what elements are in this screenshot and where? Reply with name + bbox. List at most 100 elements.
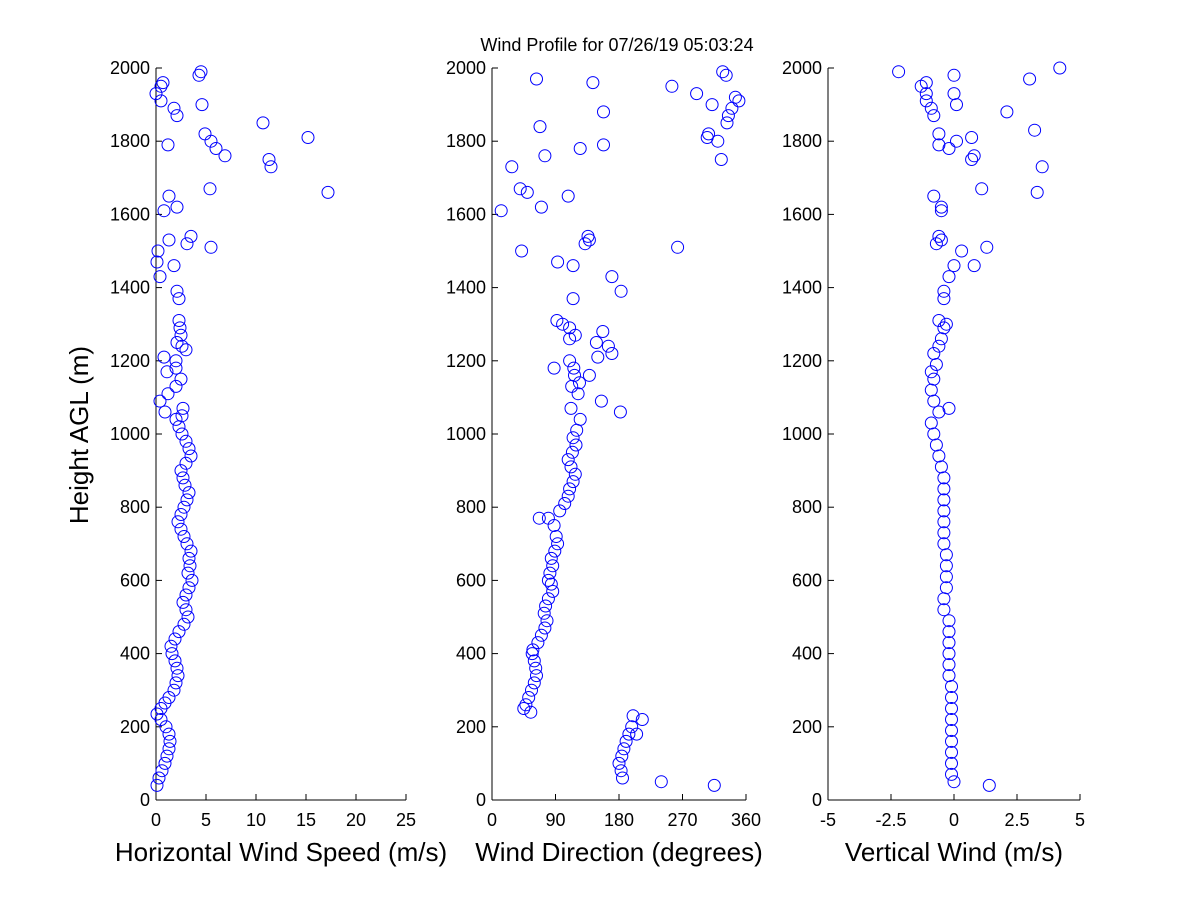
data-point bbox=[665, 79, 679, 93]
data-point bbox=[184, 229, 198, 243]
x-axis-label: Vertical Wind (m/s) bbox=[845, 837, 1063, 867]
data-point bbox=[527, 654, 541, 668]
data-point bbox=[1035, 160, 1049, 174]
data-point bbox=[525, 683, 538, 697]
data-point bbox=[937, 284, 951, 298]
y-tick-label: 1200 bbox=[110, 351, 150, 371]
data-point bbox=[937, 482, 951, 496]
data-point bbox=[170, 200, 184, 214]
data-point bbox=[573, 142, 587, 155]
x-tick-label: 0 bbox=[487, 810, 497, 830]
data-point bbox=[494, 204, 508, 218]
data-point bbox=[153, 270, 167, 284]
data-point bbox=[565, 445, 579, 459]
y-tick-label: 600 bbox=[456, 570, 486, 590]
data-point bbox=[529, 661, 543, 675]
y-tick-label: 0 bbox=[140, 790, 150, 810]
data-point bbox=[158, 756, 172, 770]
y-tick-label: 600 bbox=[792, 570, 822, 590]
data-point bbox=[174, 508, 188, 521]
data-point bbox=[566, 431, 580, 445]
data-point bbox=[568, 467, 582, 481]
data-point bbox=[932, 339, 946, 353]
data-point bbox=[537, 606, 551, 620]
data-point bbox=[929, 237, 943, 251]
data-point bbox=[168, 632, 182, 646]
data-point bbox=[927, 372, 941, 386]
data-point bbox=[982, 778, 996, 792]
data-point bbox=[630, 727, 644, 741]
data-point bbox=[728, 90, 742, 104]
data-point bbox=[534, 628, 548, 642]
data-point bbox=[586, 76, 600, 90]
data-point bbox=[927, 189, 941, 203]
x-tick-label: 360 bbox=[731, 810, 761, 830]
data-point bbox=[945, 724, 958, 737]
data-point bbox=[522, 691, 536, 704]
data-point bbox=[519, 698, 533, 712]
data-point bbox=[149, 87, 163, 101]
data-point bbox=[541, 573, 555, 587]
x-tick-label: 0 bbox=[151, 810, 161, 830]
data-point bbox=[547, 361, 561, 375]
data-point bbox=[605, 347, 619, 360]
data-point bbox=[582, 368, 596, 382]
data-point bbox=[1053, 61, 1067, 75]
data-point bbox=[171, 669, 185, 683]
y-tick-label: 0 bbox=[812, 790, 822, 810]
data-point bbox=[321, 185, 335, 199]
data-point bbox=[169, 379, 183, 393]
data-point bbox=[622, 727, 636, 741]
data-point bbox=[180, 537, 194, 551]
data-point bbox=[596, 325, 610, 338]
x-tick-label: 180 bbox=[604, 810, 634, 830]
data-point bbox=[947, 68, 961, 82]
data-point bbox=[182, 581, 196, 595]
data-point bbox=[182, 486, 196, 500]
x-tick-label: 10 bbox=[246, 810, 266, 830]
data-point bbox=[714, 153, 728, 166]
data-point bbox=[526, 643, 540, 657]
data-point bbox=[192, 68, 206, 82]
data-point bbox=[160, 365, 174, 379]
data-point bbox=[942, 401, 956, 415]
y-tick-label: 1600 bbox=[446, 204, 486, 224]
data-point bbox=[176, 471, 190, 485]
data-point bbox=[927, 109, 941, 123]
data-point bbox=[975, 182, 989, 196]
data-point bbox=[614, 284, 628, 298]
y-tick-label: 1000 bbox=[446, 424, 486, 444]
data-point bbox=[605, 270, 619, 284]
data-point bbox=[561, 489, 575, 503]
data-point bbox=[548, 544, 562, 558]
data-point bbox=[690, 87, 704, 101]
data-point bbox=[182, 442, 196, 456]
y-tick-label: 1600 bbox=[782, 204, 822, 224]
data-point bbox=[732, 94, 746, 108]
data-point bbox=[578, 237, 592, 251]
data-point bbox=[705, 98, 719, 112]
data-point bbox=[546, 584, 560, 598]
data-point bbox=[950, 134, 963, 148]
data-point bbox=[541, 592, 555, 606]
data-point bbox=[564, 460, 578, 474]
y-tick-label: 400 bbox=[456, 644, 486, 664]
data-point bbox=[571, 387, 585, 401]
data-point bbox=[530, 72, 543, 86]
data-point bbox=[530, 669, 543, 683]
data-point bbox=[934, 204, 948, 218]
data-point bbox=[619, 734, 633, 748]
x-tick-label: 5 bbox=[201, 810, 211, 830]
data-point bbox=[176, 401, 190, 415]
data-point bbox=[150, 255, 164, 269]
data-point bbox=[174, 522, 188, 536]
data-point bbox=[566, 259, 580, 273]
x-axis-label: Wind Direction (degrees) bbox=[475, 837, 763, 867]
x-tick-label: 20 bbox=[346, 810, 366, 830]
data-point bbox=[184, 544, 198, 558]
data-point bbox=[934, 332, 948, 346]
data-point bbox=[616, 771, 629, 785]
y-tick-label: 2000 bbox=[446, 58, 486, 78]
data-point bbox=[541, 511, 555, 525]
